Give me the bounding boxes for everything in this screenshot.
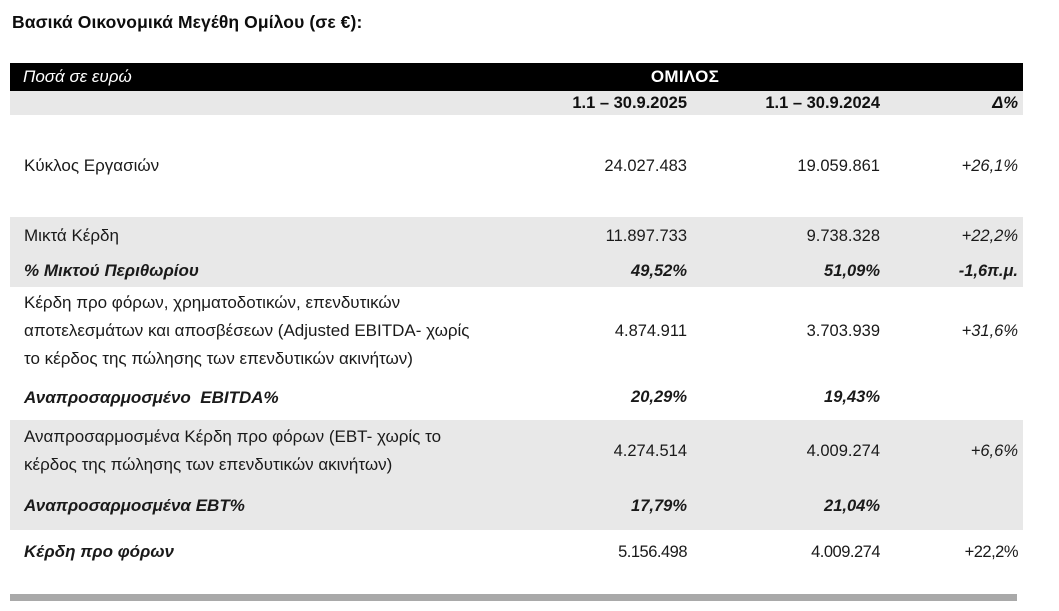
- value-2024: 9.738.328: [806, 226, 880, 245]
- row-label: % Μικτού Περιθωρίου: [24, 261, 199, 280]
- table-row-gross-margin-pct: % Μικτού Περιθωρίου 49,52% 51,09% -1,6π.…: [10, 255, 1023, 287]
- table-row-adjusted-ebitda: Κέρδη προ φόρων, χρηματοδοτικών, επενδυτ…: [10, 287, 1023, 375]
- value-delta: +22,2%: [961, 226, 1018, 245]
- group-header-label: ΟΜΙΛΟΣ: [650, 67, 720, 86]
- table-row-turnover: Κύκλος Εργασιών 24.027.483 19.059.861 +2…: [10, 115, 1023, 217]
- table-row-gross-profit: Μικτά Κέρδη 11.897.733 9.738.328 +22,2%: [10, 217, 1023, 255]
- value-delta: [880, 375, 1023, 420]
- period-header-row: 1.1 – 30.9.2025 1.1 – 30.9.2024 Δ%: [10, 91, 1023, 115]
- row-label: Αναπροσαρμοσμένο EBITDA%: [24, 387, 279, 407]
- value-2025: 4.874.911: [614, 321, 687, 340]
- value-2024: 21,04%: [824, 496, 880, 515]
- value-2025: 4.274.514: [613, 441, 687, 460]
- value-2024: 51,09%: [824, 261, 880, 280]
- value-2025: 11.897.733: [605, 226, 687, 245]
- bottom-rule-divider: [10, 594, 1017, 601]
- header-spacer-cell: [880, 63, 1023, 91]
- value-2024: 4.009.274: [806, 441, 880, 460]
- value-2024: 19.059.861: [797, 156, 880, 175]
- value-2024: 19,43%: [824, 388, 880, 406]
- value-delta: -1,6π.μ.: [958, 261, 1018, 280]
- value-2025: 49,52%: [631, 261, 687, 280]
- value-delta: [880, 482, 1023, 530]
- value-2025: 24.027.483: [604, 156, 687, 175]
- value-2024: 3.703.939: [806, 321, 880, 340]
- row-label: Μικτά Κέρδη: [24, 226, 119, 245]
- table-row-adjusted-ebt-pct: Αναπροσαρμοσμένα EBT% 17,79% 21,04%: [10, 482, 1023, 530]
- period-header-spacer: [10, 91, 490, 115]
- row-label: Αναπροσαρμοσμένα Κέρδη προ φόρων (EBT- χ…: [24, 427, 442, 474]
- value-delta: +31,6%: [961, 321, 1018, 340]
- column-header-delta: Δ%: [992, 93, 1018, 112]
- table-header-row: Ποσά σε ευρώ ΟΜΙΛΟΣ: [10, 63, 1023, 91]
- column-header-period-2024: 1.1 – 30.9.2024: [765, 93, 880, 112]
- value-2025: 17,79%: [631, 496, 687, 515]
- value-2024: 4.009.274: [811, 542, 880, 561]
- column-header-period-2025: 1.1 – 30.9.2025: [572, 93, 687, 112]
- value-delta: +26,1%: [961, 156, 1018, 175]
- row-label: Κύκλος Εργασιών: [24, 156, 160, 175]
- row-label: Αναπροσαρμοσμένα EBT%: [24, 496, 245, 515]
- table-row-adjusted-ebt: Αναπροσαρμοσμένα Κέρδη προ φόρων (EBT- χ…: [10, 420, 1023, 482]
- value-delta: +6,6%: [970, 441, 1018, 460]
- table-row-profit-before-tax: Κέρδη προ φόρων 5.156.498 4.009.274 +22,…: [10, 530, 1023, 574]
- table-row-adjusted-ebitda-pct: Αναπροσαρμοσμένο EBITDA% 20,29% 19,43%: [10, 375, 1023, 420]
- value-2025: 20,29%: [631, 388, 687, 406]
- page-title: Βασικά Οικονομικά Μεγέθη Ομίλου (σε €):: [12, 12, 363, 32]
- row-label: Κέρδη προ φόρων: [24, 542, 174, 561]
- value-2025: 5.156.498: [618, 542, 687, 561]
- row-label: Κέρδη προ φόρων, χρηματοδοτικών, επενδυτ…: [24, 293, 470, 368]
- financial-figures-table: Ποσά σε ευρώ ΟΜΙΛΟΣ 1.1 – 30.9.2025 1.1 …: [10, 63, 1023, 574]
- value-delta: +22,2%: [964, 542, 1019, 561]
- amounts-in-euro-label: Ποσά σε ευρώ: [23, 67, 132, 86]
